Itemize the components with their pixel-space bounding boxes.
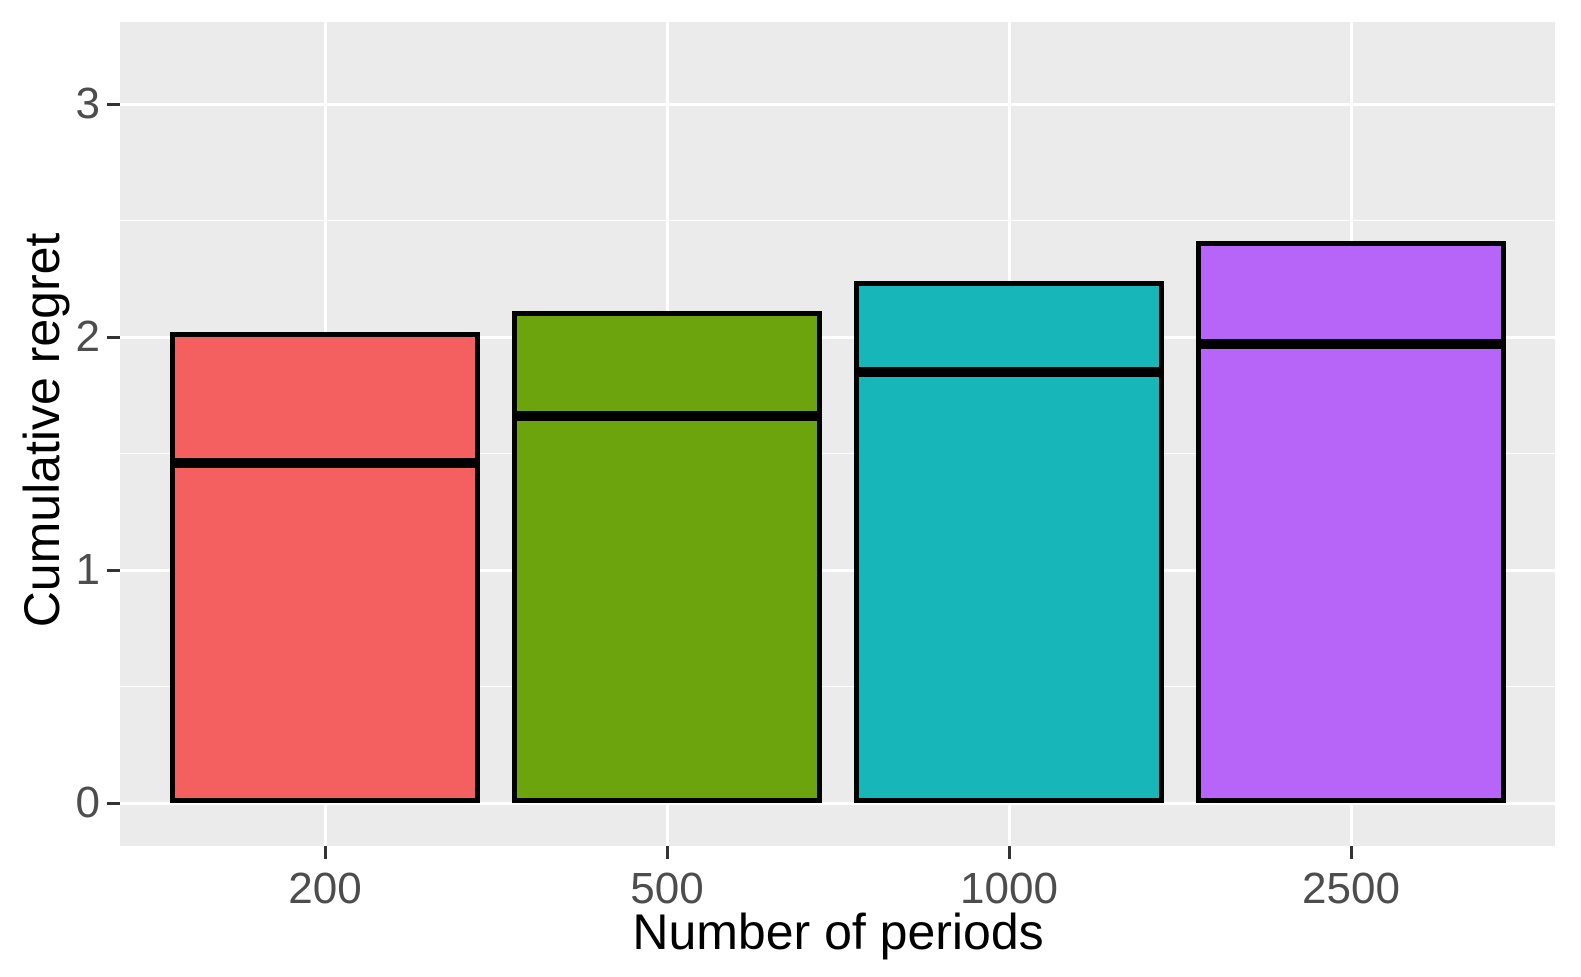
bar-middle-line-200 [170, 457, 480, 468]
bar-middle-line-500 [512, 411, 822, 422]
x-tick-label: 200 [288, 864, 362, 913]
bar-2500 [1196, 241, 1506, 803]
y-tick-label: 1 [75, 545, 100, 594]
bar-200 [170, 332, 480, 803]
y-tick [107, 335, 120, 339]
x-tick [665, 846, 669, 859]
x-tick-label: 2500 [1302, 864, 1400, 913]
y-axis-title: Cumulative regret [14, 232, 70, 628]
y-tick [107, 568, 120, 572]
y-minor-gridline [120, 685, 1555, 688]
y-major-gridline [120, 335, 1555, 339]
y-tick [107, 801, 120, 805]
y-major-gridline [120, 568, 1555, 572]
y-minor-gridline [120, 219, 1555, 222]
x-axis-title: Number of periods [632, 904, 1044, 960]
x-tick-label: 500 [630, 864, 704, 913]
bar-middle-line-1000 [854, 366, 1164, 377]
bar-500 [512, 311, 822, 803]
y-minor-gridline [120, 452, 1555, 455]
y-major-gridline [120, 801, 1555, 805]
x-tick [323, 846, 327, 859]
y-tick-label: 3 [75, 79, 100, 128]
x-tick-label: 1000 [960, 864, 1058, 913]
bar-middle-line-2500 [1196, 338, 1506, 349]
y-tick-label: 2 [75, 312, 100, 361]
y-tick [107, 102, 120, 106]
plot-panel [120, 22, 1555, 846]
bar-1000 [854, 281, 1164, 803]
y-major-gridline [120, 102, 1555, 106]
x-tick [1349, 846, 1353, 859]
x-tick [1007, 846, 1011, 859]
y-tick-label: 0 [75, 778, 100, 827]
